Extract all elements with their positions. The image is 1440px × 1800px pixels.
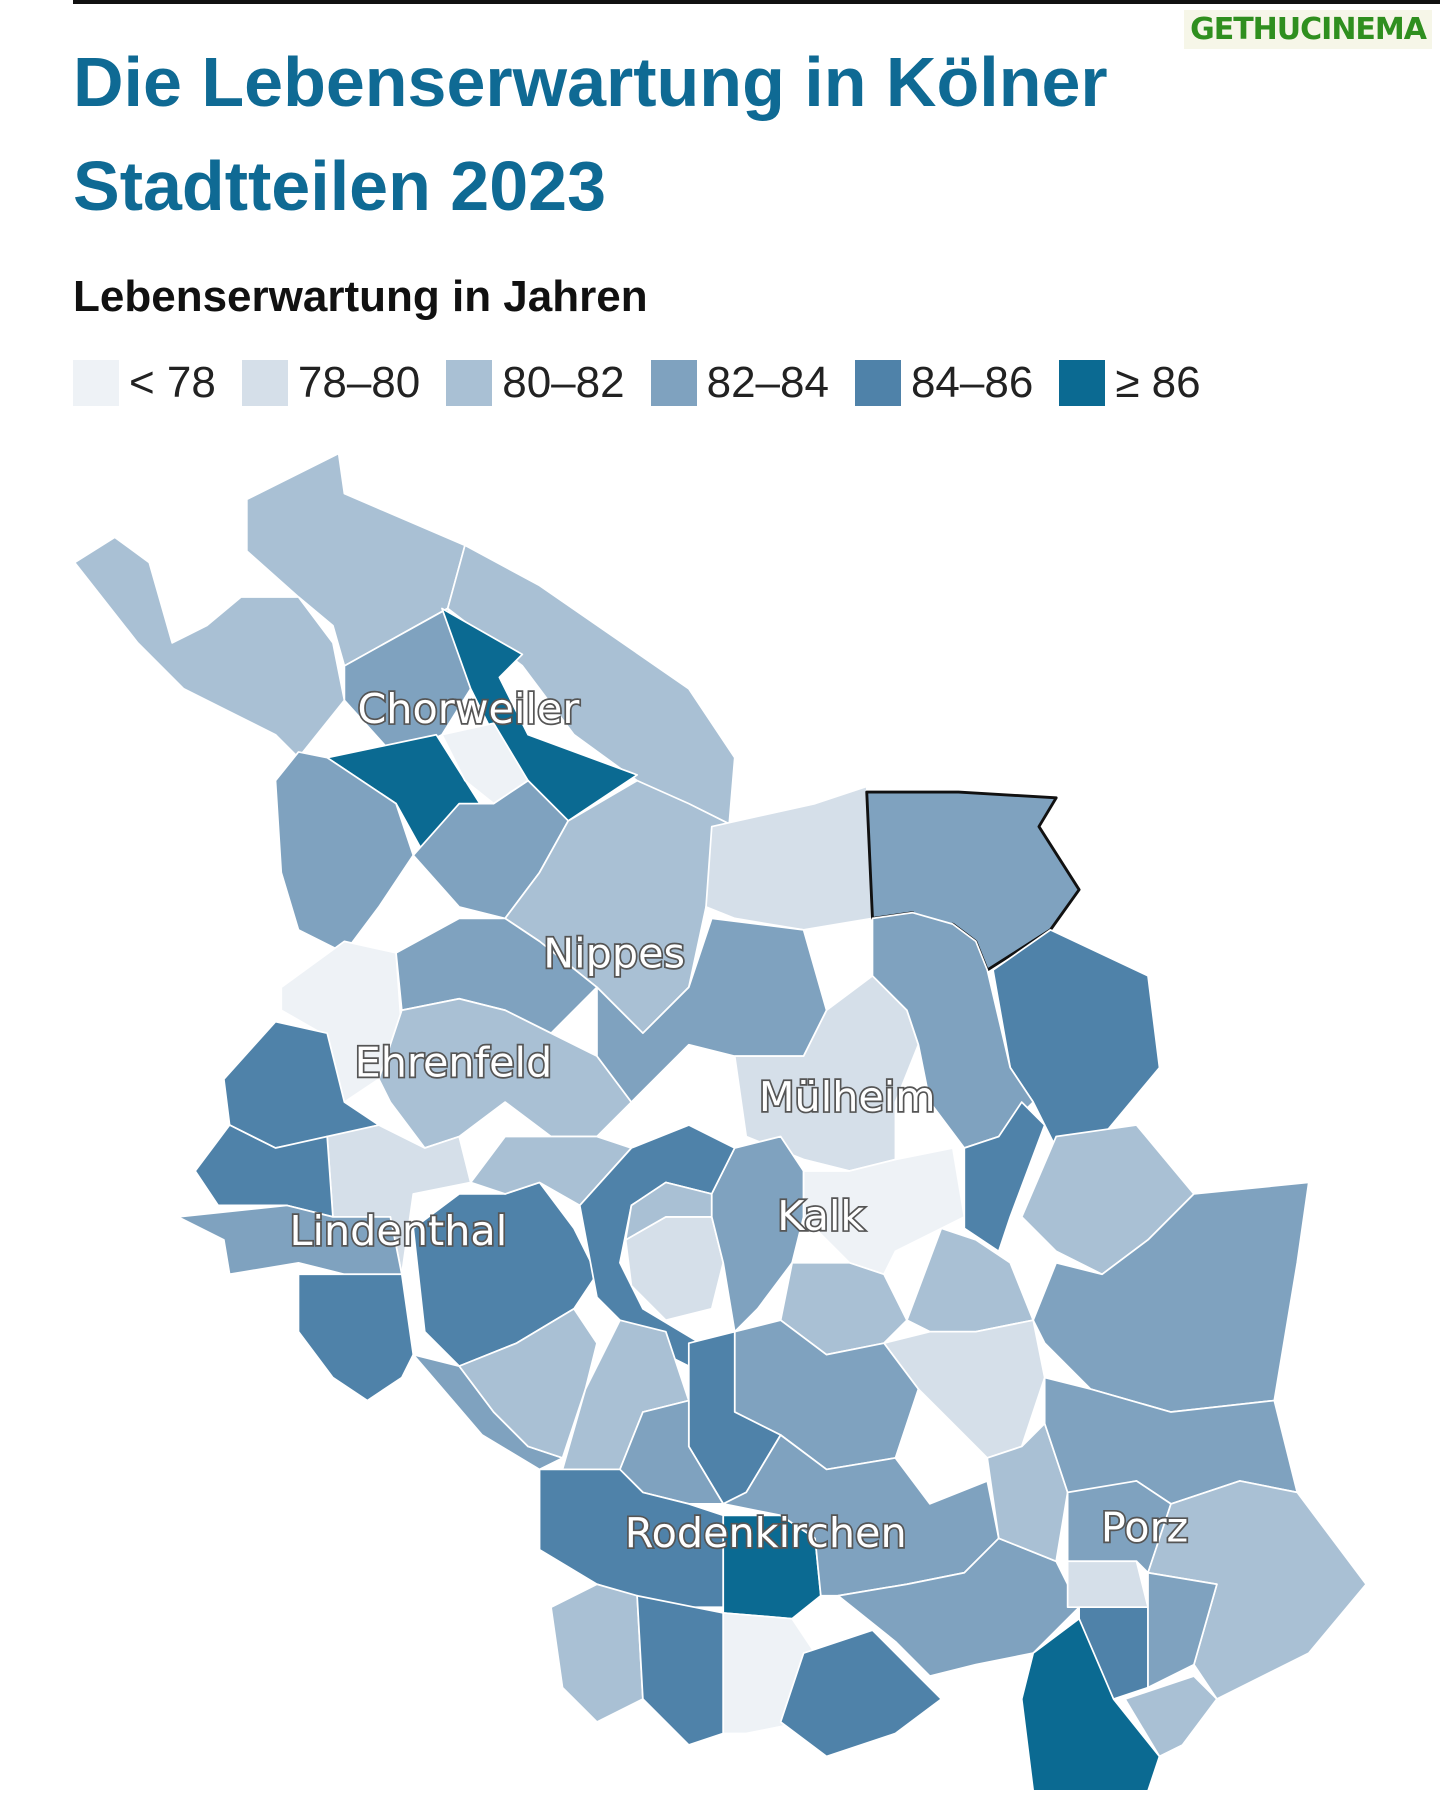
district-label: Porz — [1101, 1503, 1188, 1551]
legend-label: 78–80 — [297, 358, 421, 407]
district — [779, 1629, 943, 1758]
district — [636, 1594, 725, 1746]
district — [550, 1583, 644, 1723]
district — [1020, 1617, 1161, 1792]
legend-item: 84–86 — [854, 358, 1034, 408]
district — [73, 536, 346, 759]
legend-swatch — [1059, 360, 1106, 406]
legend-item: 80–82 — [446, 358, 625, 408]
district-label: Nippes — [543, 929, 685, 977]
district — [963, 1101, 1046, 1253]
district-label: Lindenthal — [290, 1207, 508, 1255]
legend-label: ≥ 86 — [1115, 358, 1201, 407]
district — [1124, 1675, 1218, 1758]
legend-swatch — [650, 360, 697, 406]
district-label: Mülheim — [759, 1073, 936, 1121]
legend-item: 78–80 — [241, 358, 421, 408]
district-label: Ehrenfeld — [355, 1038, 553, 1086]
legend-item: < 78 — [73, 358, 216, 408]
district — [297, 1273, 415, 1402]
district — [1066, 1560, 1149, 1609]
legend: < 78 78–80 80–82 82–84 84–86 ≥ 86 — [73, 358, 1227, 408]
legend-item: 82–84 — [650, 358, 829, 408]
district — [194, 1124, 334, 1218]
districts — [73, 452, 1367, 1792]
legend-label: 84–86 — [910, 358, 1034, 407]
district — [906, 1227, 1035, 1333]
legend-label: 82–84 — [706, 358, 829, 407]
district-label: Rodenkirchen — [625, 1509, 907, 1557]
district — [705, 785, 874, 931]
legend-item: ≥ 86 — [1059, 358, 1201, 408]
legend-swatch — [241, 360, 288, 406]
district — [883, 1319, 1046, 1459]
district — [274, 751, 415, 954]
district — [1147, 1571, 1218, 1689]
legend-label: < 78 — [129, 358, 216, 407]
legend-label: 80–82 — [502, 358, 625, 407]
district-label: Chorweiler — [357, 685, 579, 733]
district-label: Kalk — [777, 1192, 864, 1240]
watermark: GETHUCINEMA — [1184, 10, 1432, 49]
title: Die Lebenserwartung in Kölner Stadtteile… — [73, 43, 1108, 225]
top-rule — [73, 0, 1440, 4]
district — [441, 607, 639, 822]
legend-swatch — [73, 360, 119, 406]
legend-title: Lebenserwartung in Jahren — [73, 272, 648, 321]
legend-swatch — [446, 360, 493, 406]
legend-swatch — [854, 360, 901, 406]
district-labels: Chorweiler Nippes Ehrenfeld Mülheim Kalk… — [288, 683, 1190, 1559]
